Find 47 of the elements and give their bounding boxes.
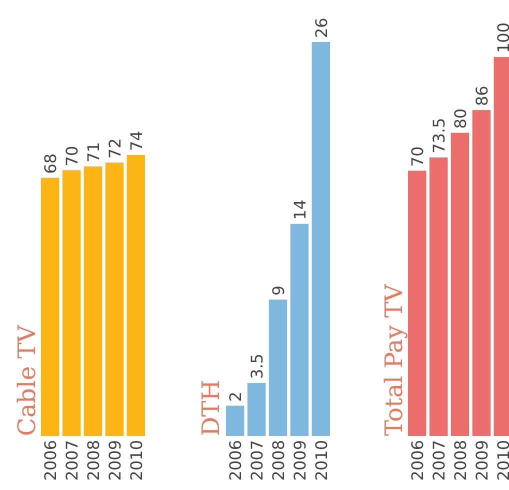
data-label: 73.5: [430, 118, 449, 154]
x-tick-label: 2009: [105, 440, 124, 481]
bar: [408, 170, 426, 436]
data-label: 68: [41, 153, 60, 174]
x-tick-label: 2010: [126, 440, 146, 481]
data-label: 2: [226, 392, 246, 402]
x-tick-label: 2007: [430, 440, 449, 481]
x-tick-label: 2006: [41, 440, 60, 481]
bar: [247, 382, 266, 436]
data-label: 3.5: [248, 354, 267, 379]
bar: [268, 300, 288, 436]
data-label: 74: [126, 130, 146, 151]
bar: [62, 170, 81, 436]
x-tick-label: 2007: [248, 440, 267, 481]
bar: [105, 162, 124, 436]
data-label: 14: [290, 199, 310, 220]
x-tick-label: 2010: [494, 440, 509, 481]
bar: [472, 110, 491, 436]
data-label: 80: [451, 108, 470, 129]
bar: [84, 166, 102, 436]
x-tick-label: 2008: [269, 440, 288, 481]
data-label: 71: [84, 142, 103, 162]
text: Cable TV: [13, 324, 41, 436]
bar: [290, 224, 309, 436]
data-label: 86: [472, 86, 492, 106]
x-tick-label: 2008: [84, 440, 103, 481]
x-tick-label: 2009: [290, 440, 310, 481]
text: Total Pay TV: [380, 284, 408, 436]
data-label: 70: [408, 146, 428, 167]
data-label: 72: [105, 138, 124, 159]
data-label: 100: [494, 22, 509, 53]
bar: [226, 406, 244, 436]
text: DTH: [197, 380, 225, 436]
data-label: 9: [269, 285, 288, 296]
data-label: 26: [312, 18, 331, 38]
bar: [41, 178, 60, 436]
x-tick-label: 2007: [62, 440, 82, 481]
bar: [450, 132, 470, 436]
x-tick-label: 2009: [472, 440, 492, 481]
bar: [312, 42, 330, 436]
x-tick-label: 2010: [312, 440, 331, 481]
x-tick-label: 2006: [226, 440, 246, 481]
x-tick-label: 2006: [408, 440, 428, 481]
x-tick-label: 2008: [451, 440, 470, 481]
data-label: 70: [62, 146, 82, 166]
bar: [429, 157, 448, 436]
bar: [126, 155, 145, 436]
